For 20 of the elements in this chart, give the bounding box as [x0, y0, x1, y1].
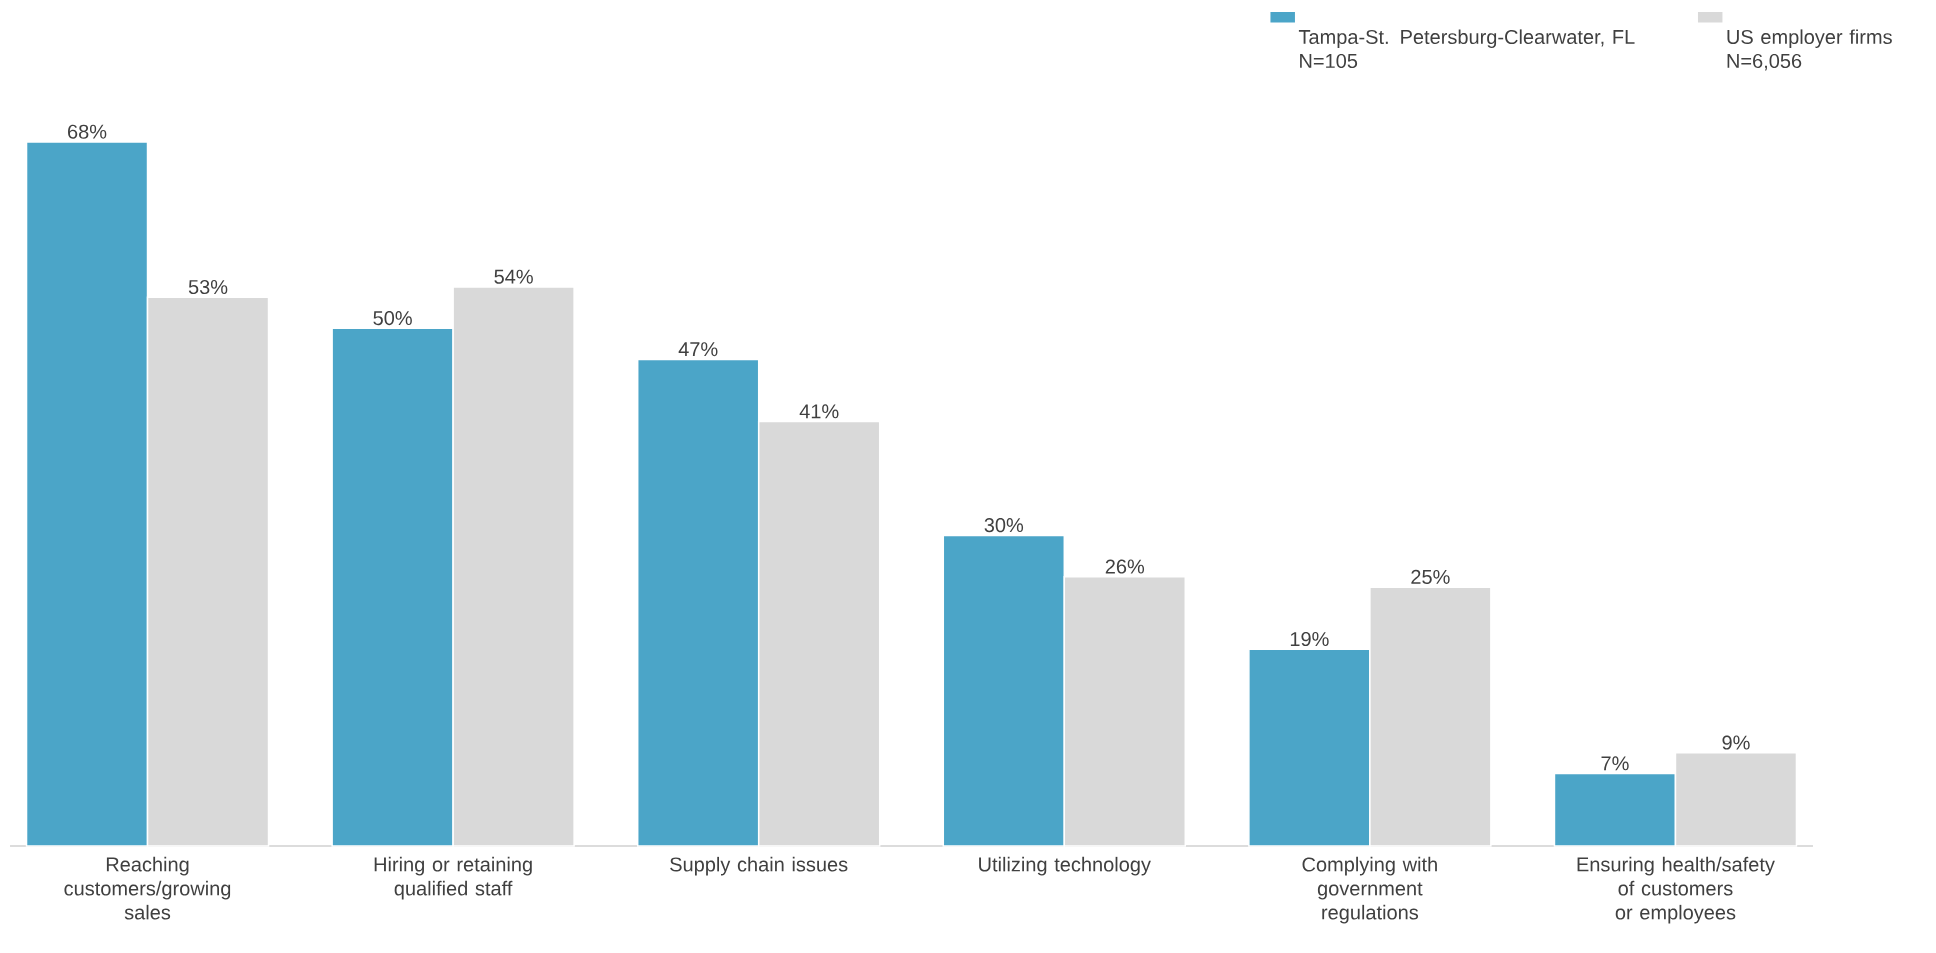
data-label: 47%	[678, 342, 718, 357]
x-tick-label: Hiring or retaining qualified staff	[374, 856, 532, 900]
x-tick-label: Complying with government regulations	[1302, 856, 1437, 924]
data-label: 53%	[188, 279, 228, 295]
legend-label: Tampa-St. Petersburg-Clearwater, FL N=105	[1298, 29, 1635, 69]
data-label: 7%	[1601, 756, 1629, 771]
data-label: 19%	[1290, 631, 1329, 647]
x-tick-label: Utilizing technology	[979, 856, 1151, 876]
data-label: 9%	[1722, 735, 1750, 750]
x-tick-label: Ensuring health/safety of customers or employees	[1577, 856, 1775, 924]
x-tick-label: Supply chain issues	[670, 856, 848, 876]
data-label: 68%	[68, 124, 107, 139]
legend-label: US employer firms N=6,056	[1727, 29, 1892, 71]
data-label: 25%	[1411, 569, 1450, 584]
data-label: 26%	[1105, 559, 1145, 574]
x-tick-label: Reaching customers/growing sales	[64, 856, 231, 920]
data-label: 41%	[799, 404, 839, 419]
data-label: 30%	[984, 518, 1024, 533]
data-label: 54%	[494, 269, 533, 284]
data-label: 50%	[373, 310, 412, 326]
